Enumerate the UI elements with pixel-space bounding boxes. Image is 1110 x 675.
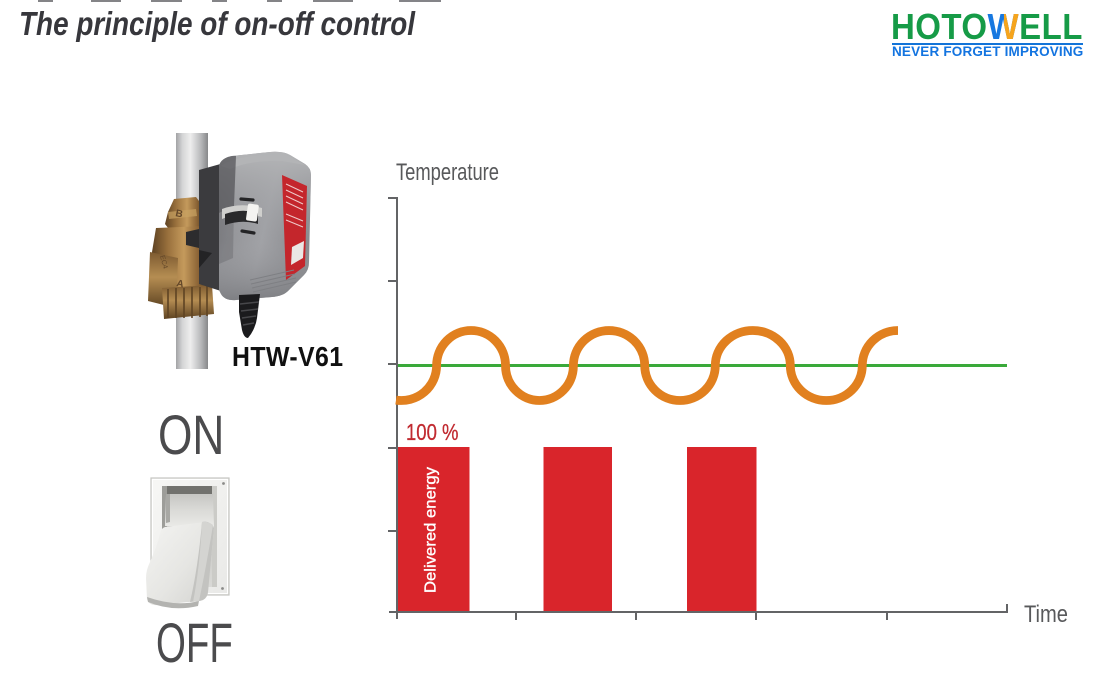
svg-text:B: B <box>174 208 183 220</box>
svg-text:Delivered energy: Delivered energy <box>423 467 440 593</box>
svg-text:A: A <box>175 278 184 290</box>
svg-text:Time: Time <box>1024 601 1068 628</box>
svg-text:EC4: EC4 <box>158 255 168 270</box>
svg-text:100 %: 100 % <box>406 419 459 445</box>
svg-text:Temperature: Temperature <box>396 159 499 186</box>
